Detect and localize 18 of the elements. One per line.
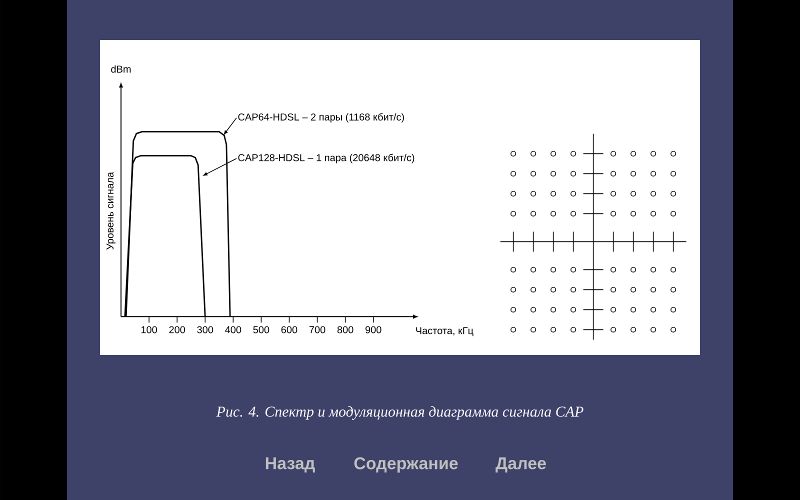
x-tick-label: 200 — [169, 326, 186, 334]
y-axis-title: Уровень сигнала — [106, 172, 116, 250]
x-tick-label: 400 — [225, 326, 242, 334]
text: Рис. 4. Спектр и модуляционная диаграмма сигнала CAP — [216, 406, 584, 420]
text: dBm — [111, 65, 131, 73]
annotation: CAP64-HDSL – 2 пары (1168 кбит/с) — [238, 113, 404, 123]
x-tick-label: 600 — [281, 326, 298, 334]
text: Содержание — [354, 457, 458, 473]
text: Назад — [266, 457, 315, 473]
x-tick-label: 900 — [365, 326, 382, 334]
x-tick-label: 500 — [253, 326, 270, 334]
x-tick-label: 800 — [337, 326, 354, 334]
annotation: CAP128-HDSL – 1 пара (20648 кбит/с) — [238, 154, 414, 164]
x-tick-label: 700 — [309, 326, 326, 334]
x-tick-label: 300 — [197, 326, 214, 334]
x-tick-label: 100 — [141, 326, 157, 334]
text: Далее — [496, 457, 546, 473]
x-axis-title: Частота, кГц — [416, 327, 474, 336]
